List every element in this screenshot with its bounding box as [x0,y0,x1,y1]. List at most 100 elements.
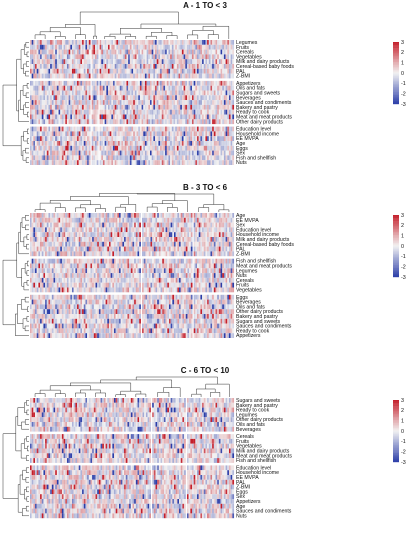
heatmap-cell [95,273,98,278]
heatmap-cell [126,59,129,64]
heatmap-cell [139,213,141,218]
heatmap-cell [167,282,170,288]
heatmap-cell [110,227,113,233]
heatmap-cell [114,95,117,101]
heatmap-cell [61,222,64,228]
heatmap-cell [212,54,214,60]
heatmap-cell [186,68,189,74]
heatmap-cell [78,213,81,218]
heatmap-cell [227,131,230,137]
heatmap-cell [139,241,141,247]
heatmap-cell [174,213,176,218]
heatmap-cell [203,241,206,247]
heatmap-cell [177,258,180,264]
heatmap-cell [61,54,64,60]
heatmap-cell [202,241,204,247]
heatmap-cell [93,268,96,274]
heatmap-cell [51,104,54,110]
heatmap-cell [133,126,135,132]
heatmap-cell [80,59,83,64]
heatmap-cell [73,80,76,86]
heatmap-cell [80,241,83,247]
heatmap-cell [75,155,78,161]
heatmap-cell [160,282,163,288]
heatmap-cell [35,68,37,74]
heatmap-cell [220,222,223,228]
heatmap-cell [134,114,137,120]
heatmap-cell [36,222,39,228]
heatmap-cell [205,80,208,86]
heatmap-cell [99,40,102,45]
heatmap-cell [104,145,107,151]
heatmap-cell [222,85,224,91]
heatmap-cell [167,241,170,247]
heatmap-cell [33,273,36,278]
heatmap-cell [115,251,118,257]
heatmap-cell [87,160,89,165]
heatmap-cell [51,131,54,137]
heatmap-cell [121,145,124,151]
heatmap-cell [125,217,128,223]
heatmap-cell [163,145,166,151]
heatmap-cell [223,227,226,233]
heatmap-cell [30,104,32,110]
heatmap-cell [82,222,84,228]
heatmap-cell [126,73,129,79]
row-label: Z-BMI [236,251,250,257]
heatmap-cell [83,246,86,252]
heatmap-cell [217,131,219,137]
heatmap-cell [163,44,166,50]
heatmap-cell [53,213,56,218]
heatmap-cell [227,49,230,55]
colorbar-segment [393,74,399,77]
heatmap-cell [114,54,117,60]
heatmap-cell [212,160,214,165]
heatmap-cell [88,44,91,50]
heatmap-cell [190,258,193,264]
heatmap-cell [73,44,76,50]
heatmap-cell [175,114,177,120]
heatmap-cell [56,263,59,269]
panel-0: A - 1 TO < 3LegumesFruitsCerealsVegetabl… [2,1,406,166]
heatmap-cell [144,54,147,60]
heatmap-cell [46,141,49,146]
heatmap-cell [230,232,233,237]
heatmap-cell [68,232,71,237]
heatmap-cell [75,145,78,151]
heatmap-cell [232,217,235,223]
heatmap-cell [119,90,122,96]
heatmap-cell [41,237,44,242]
heatmap-cell [120,282,123,288]
heatmap-cell [53,119,56,125]
heatmap-cell [230,155,233,161]
heatmap-cell [184,246,186,252]
heatmap-cell [215,136,218,141]
heatmap-cell [223,268,226,274]
heatmap-cell [198,59,201,64]
heatmap-cell [119,246,121,252]
heatmap-cell [48,241,51,247]
heatmap-cell [217,95,219,101]
heatmap-cell [106,126,109,132]
heatmap-cell [36,104,39,110]
heatmap-cell [119,277,121,283]
heatmap-cell [220,263,223,269]
heatmap-cell [136,109,139,115]
heatmap-cell [116,136,119,141]
heatmap-cell [108,145,110,151]
heatmap-cell [227,90,230,96]
heatmap-cell [36,73,39,79]
heatmap-cell [156,100,159,105]
heatmap-cell [70,95,73,101]
heatmap-cell [38,95,41,101]
heatmap-cell [195,145,198,151]
heatmap-cell [217,222,219,228]
heatmap-cell [215,126,218,132]
heatmap-cell [173,49,176,55]
heatmap-cell [145,263,148,269]
heatmap-cell [123,49,125,55]
heatmap-cell [173,54,176,60]
heatmap-cell [173,114,176,120]
heatmap-cell [46,277,49,283]
heatmap-cell [157,241,159,247]
